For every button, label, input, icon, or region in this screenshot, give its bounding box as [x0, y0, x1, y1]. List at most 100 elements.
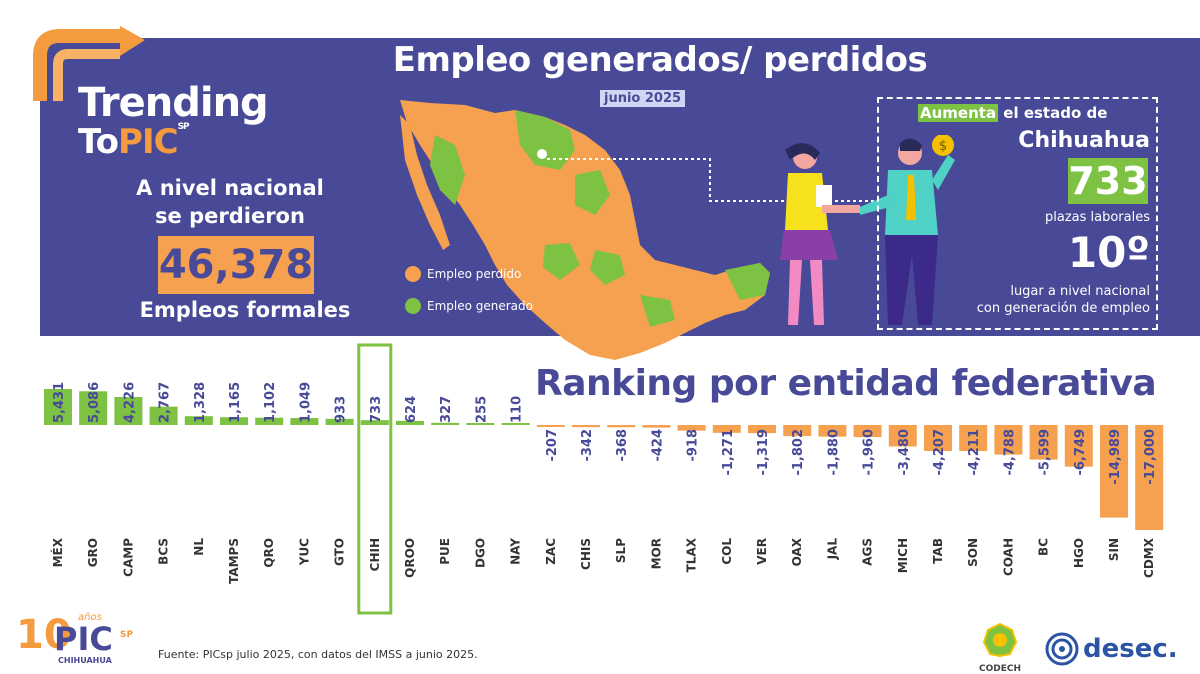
value-label-qro: 1,102: [263, 382, 278, 423]
handshake-illustration: $: [780, 135, 955, 325]
legend-gained: Empleo generado: [405, 298, 533, 314]
category-label-son: SON: [966, 538, 980, 567]
bar-mor: [642, 425, 671, 428]
category-label-gto: GTO: [333, 538, 347, 566]
bar-camp: [114, 396, 143, 425]
value-label-son: -4,211: [967, 429, 982, 476]
callout-rank-desc: lugar a nivel nacional con generación de…: [976, 284, 1150, 316]
category-label-méx: MÉX: [50, 537, 65, 567]
value-label-pue: 327: [439, 396, 454, 423]
bar-chis: [572, 425, 600, 428]
bar-cdmx: [1135, 425, 1164, 530]
value-label-chih: 733: [369, 396, 384, 423]
svg-text:$: $: [939, 139, 947, 154]
bar-zac: [536, 425, 565, 427]
bar-col: [712, 425, 741, 433]
category-label-camp: CAMP: [121, 538, 135, 577]
value-label-col: -1,271: [721, 429, 736, 476]
category-label-cdmx: CDMX: [1142, 537, 1156, 578]
category-label-chis: CHIS: [579, 538, 593, 570]
value-label-bcs: 2,767: [158, 382, 173, 423]
category-label-zac: ZAC: [544, 538, 558, 565]
value-label-oax: -1,802: [791, 429, 806, 476]
value-label-nl: 1,328: [193, 382, 208, 423]
desec-logo: desec.: [1045, 632, 1178, 666]
value-label-yuc: 1,049: [298, 382, 313, 423]
bar-tab: [924, 425, 952, 451]
category-label-yuc: YUC: [297, 538, 311, 566]
value-label-tlax: -918: [686, 429, 701, 462]
category-label-hgo: HGO: [1072, 538, 1086, 568]
category-label-dgo: DGO: [473, 538, 487, 568]
value-label-slp: -368: [615, 429, 630, 462]
value-label-mor: -424: [650, 429, 665, 462]
category-label-pue: PUE: [438, 538, 452, 565]
trending-arrow-icon: [33, 26, 145, 101]
value-label-coah: -4,788: [1002, 429, 1017, 476]
bar-qro: [255, 417, 284, 425]
category-label-qroo: QROO: [403, 538, 417, 578]
value-label-nay: 110: [510, 396, 525, 423]
value-label-gto: 933: [334, 396, 349, 423]
bar-tamps: [220, 417, 248, 425]
value-label-dgo: 255: [474, 396, 489, 423]
value-label-mich: -3,480: [897, 429, 912, 476]
category-label-mor: MOR: [649, 538, 663, 569]
bar-chih: [360, 420, 389, 425]
bar-hgo: [1064, 425, 1093, 467]
bar-slp: [607, 425, 636, 428]
national-lost-value: 46,378: [158, 236, 314, 294]
bar-son: [959, 425, 988, 452]
category-label-tamps: TAMPS: [227, 538, 241, 584]
bar-coah: [994, 425, 1023, 455]
value-label-ver: -1,319: [756, 429, 771, 476]
bar-qroo: [396, 420, 424, 425]
pic-10-years-logo: 10 años PIC SP CHIHUAHUA: [16, 612, 134, 665]
category-label-chih: CHIH: [368, 538, 382, 571]
brand-topic: ToPICSP: [78, 122, 190, 162]
bar-yuc: [290, 418, 319, 425]
value-label-sin: -14,989: [1108, 429, 1123, 485]
value-label-zac: -207: [545, 429, 560, 462]
source-note: Fuente: PICsp julio 2025, con datos del …: [158, 648, 478, 661]
value-label-ags: -1,960: [862, 429, 877, 476]
value-label-méx: 5,431: [52, 382, 67, 423]
category-label-bcs: BCS: [157, 538, 171, 565]
category-label-jal: JAL: [825, 538, 839, 561]
chihuahua-callout: [877, 97, 1158, 330]
bar-jal: [818, 425, 847, 437]
category-label-slp: SLP: [614, 538, 628, 563]
page-title: Empleo generados/ perdidos: [392, 40, 928, 80]
bar-sin: [1100, 425, 1128, 518]
value-label-qroo: 624: [404, 396, 419, 423]
codech-logo: CODECH: [970, 622, 1030, 674]
callout-value: 733: [1068, 158, 1148, 204]
bar-dgo: [466, 423, 495, 425]
category-label-ags: AGS: [861, 538, 875, 566]
callout-heading: Aumenta el estado de: [918, 104, 1108, 122]
bar-gro: [79, 391, 108, 425]
category-label-bc: BC: [1037, 538, 1051, 556]
highlight-box-chih: [357, 343, 393, 615]
brand-trending: Trending: [78, 80, 269, 126]
category-label-nl: NL: [192, 538, 206, 556]
page-subtitle: junio 2025: [600, 90, 686, 107]
bar-nl: [184, 416, 213, 425]
value-label-gro: 5,086: [87, 382, 102, 423]
category-label-qro: QRO: [262, 538, 276, 568]
bar-ver: [748, 425, 776, 434]
value-label-jal: -1,880: [826, 429, 841, 476]
category-label-ver: VER: [755, 538, 769, 565]
category-label-nay: NAY: [509, 538, 523, 565]
bar-nay: [501, 423, 530, 425]
mexico-map: [400, 100, 770, 360]
bar-pue: [431, 422, 460, 425]
category-label-oax: OAX: [790, 537, 804, 566]
category-label-tlax: TLAX: [685, 537, 699, 572]
bar-bc: [1029, 425, 1058, 460]
category-label-gro: GRO: [86, 538, 100, 567]
value-label-chis: -342: [580, 429, 595, 462]
bar-mich: [888, 425, 917, 447]
category-label-mich: MICH: [896, 538, 910, 573]
bar-tlax: [677, 425, 706, 431]
